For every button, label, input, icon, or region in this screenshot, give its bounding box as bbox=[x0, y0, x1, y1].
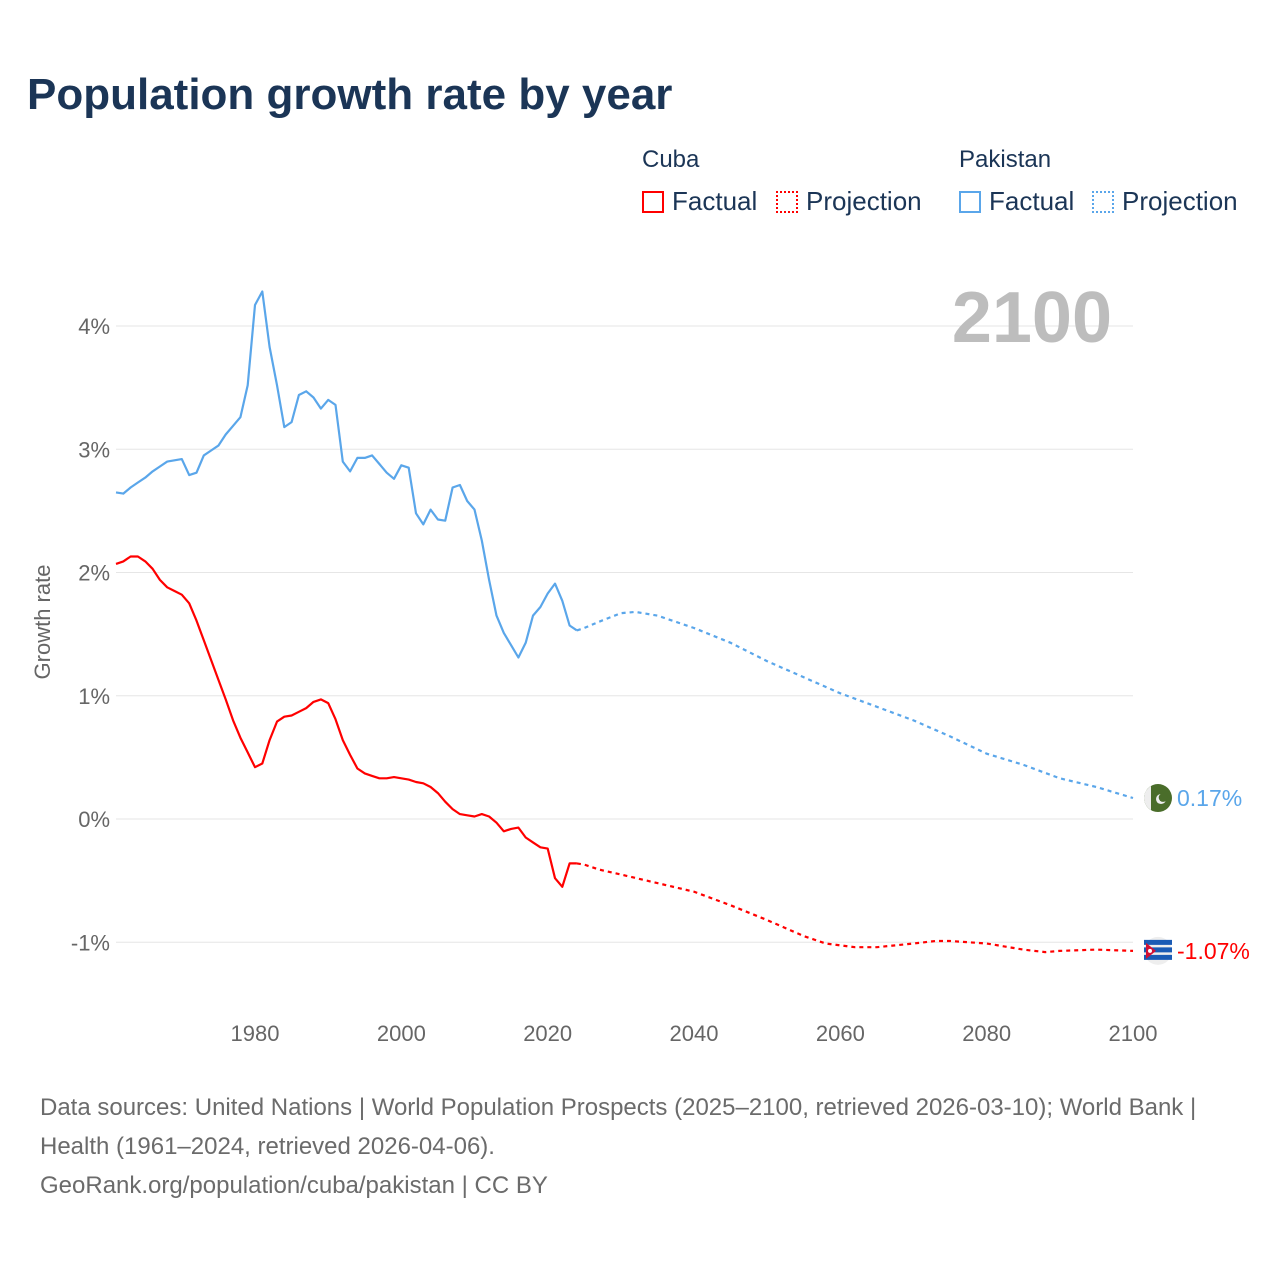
y-tick-label: 2% bbox=[78, 561, 110, 586]
cuba-end-label: -1.07% bbox=[1177, 938, 1250, 964]
pakistan-projection-line bbox=[576, 610, 1134, 800]
legend-swatch-dotted bbox=[776, 190, 798, 213]
legend-swatch-solid bbox=[642, 190, 664, 213]
x-tick-label: 2020 bbox=[523, 1021, 572, 1046]
data-sources: Data sources: United Nations | World Pop… bbox=[40, 1094, 1197, 1160]
cuba-projection-line bbox=[576, 862, 1134, 954]
pakistan-factual-line bbox=[115, 290, 578, 659]
legend-label: Projection bbox=[1122, 186, 1238, 216]
pakistan-end-label: 0.17% bbox=[1177, 785, 1242, 811]
flag-stripe bbox=[1144, 939, 1172, 945]
x-tick-label: 2100 bbox=[1109, 1021, 1158, 1046]
x-tick-label: 2080 bbox=[962, 1021, 1011, 1046]
x-tick-label: 2040 bbox=[670, 1021, 719, 1046]
x-tick-label: 2060 bbox=[816, 1021, 865, 1046]
y-axis-label: Growth rate bbox=[30, 565, 55, 680]
legend-group-cuba: Cuba bbox=[642, 146, 700, 173]
y-tick-label: 0% bbox=[78, 807, 110, 832]
legend-item-pakistan-projection[interactable]: Projection bbox=[1092, 186, 1238, 217]
y-tick-label: 4% bbox=[78, 314, 110, 339]
credit-link[interactable]: GeoRank.org/population/cuba/pakistan | C… bbox=[40, 1172, 548, 1199]
legend-item-cuba-projection[interactable]: Projection bbox=[776, 186, 922, 217]
legend-group-pakistan: Pakistan bbox=[959, 146, 1052, 173]
y-tick-label: -1% bbox=[71, 930, 110, 955]
y-tick-label: 1% bbox=[78, 684, 110, 709]
year-indicator: 2100 bbox=[952, 278, 1112, 358]
footer: Data sources: United Nations | World Pop… bbox=[40, 1088, 1240, 1205]
flag-star bbox=[1148, 948, 1152, 953]
flag-stripe bbox=[1144, 954, 1172, 960]
x-tick-label: 2000 bbox=[377, 1021, 426, 1046]
legend-item-cuba-factual[interactable]: Factual bbox=[642, 186, 757, 217]
x-tick-label: 1980 bbox=[231, 1021, 280, 1046]
pakistan-flag-icon bbox=[1144, 784, 1172, 813]
flag-stripe bbox=[1144, 947, 1172, 953]
flag-stripe bbox=[1144, 785, 1151, 811]
y-tick-label: 3% bbox=[78, 437, 110, 462]
legend-label: Factual bbox=[989, 186, 1075, 216]
legend-item-pakistan-factual[interactable]: Factual bbox=[959, 186, 1074, 217]
legend-label: Factual bbox=[672, 186, 758, 216]
legend-swatch-solid bbox=[959, 190, 981, 213]
legend-label: Projection bbox=[806, 186, 922, 216]
legend-swatch-dotted bbox=[1092, 190, 1114, 213]
cuba-flag-icon bbox=[1144, 936, 1172, 965]
cuba-factual-line bbox=[115, 555, 577, 888]
flag-crescent-cut bbox=[1158, 793, 1168, 802]
page-title: Population growth rate by year bbox=[27, 70, 673, 119]
